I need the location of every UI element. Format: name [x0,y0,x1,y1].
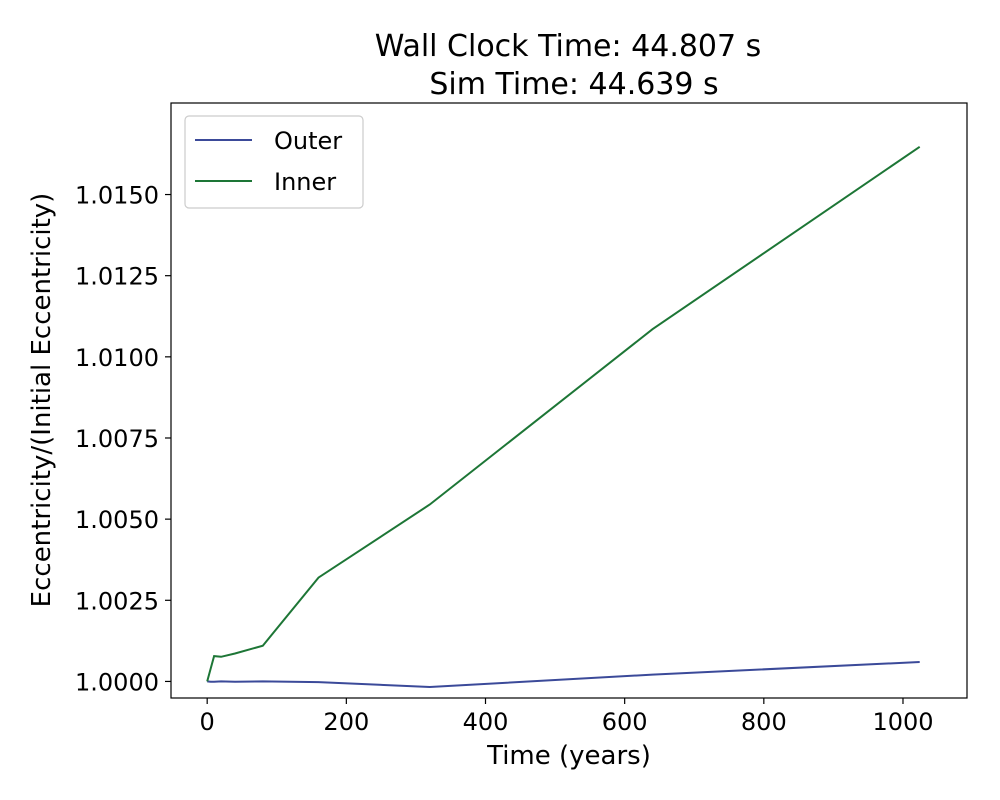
legend: Outer Inner [184,115,364,209]
y-tick-label: 1.0000 [75,668,159,696]
series-line-outer [207,661,920,689]
x-tick-label: 400 [463,708,509,736]
x-tick-label: 200 [323,708,369,736]
legend-label-inner: Inner [274,168,336,196]
y-axis-label: Eccentricity/(Initial Eccentricity) [27,193,57,608]
y-tick-label: 1.0150 [75,182,159,210]
y-tick-label: 1.0075 [75,425,159,453]
y-tick-label: 1.0125 [75,263,159,291]
plot-area-frame [170,102,968,699]
y-tick-label: 1.0050 [75,506,159,534]
series-line-inner [206,145,921,682]
x-tick-label: 1000 [872,708,933,736]
x-axis-label: Time (years) [486,741,651,771]
y-tick-label: 1.0100 [75,344,159,372]
x-tick-label: 800 [741,708,787,736]
chart-title-line-1: Wall Clock Time: 44.807 s [375,29,762,64]
x-axis: 0 200 400 600 800 1000 [200,698,934,736]
y-tick-label: 1.0025 [75,587,159,615]
x-tick-label: 600 [602,708,648,736]
legend-label-outer: Outer [274,127,342,155]
y-axis: 1.0000 1.0025 1.0050 1.0075 1.0100 1.0125 1.01… [75,182,171,696]
chart-title-line-2: Sim Time: 44.639 s [429,67,718,102]
series-lines [206,145,921,689]
x-tick-label: 0 [200,708,215,736]
